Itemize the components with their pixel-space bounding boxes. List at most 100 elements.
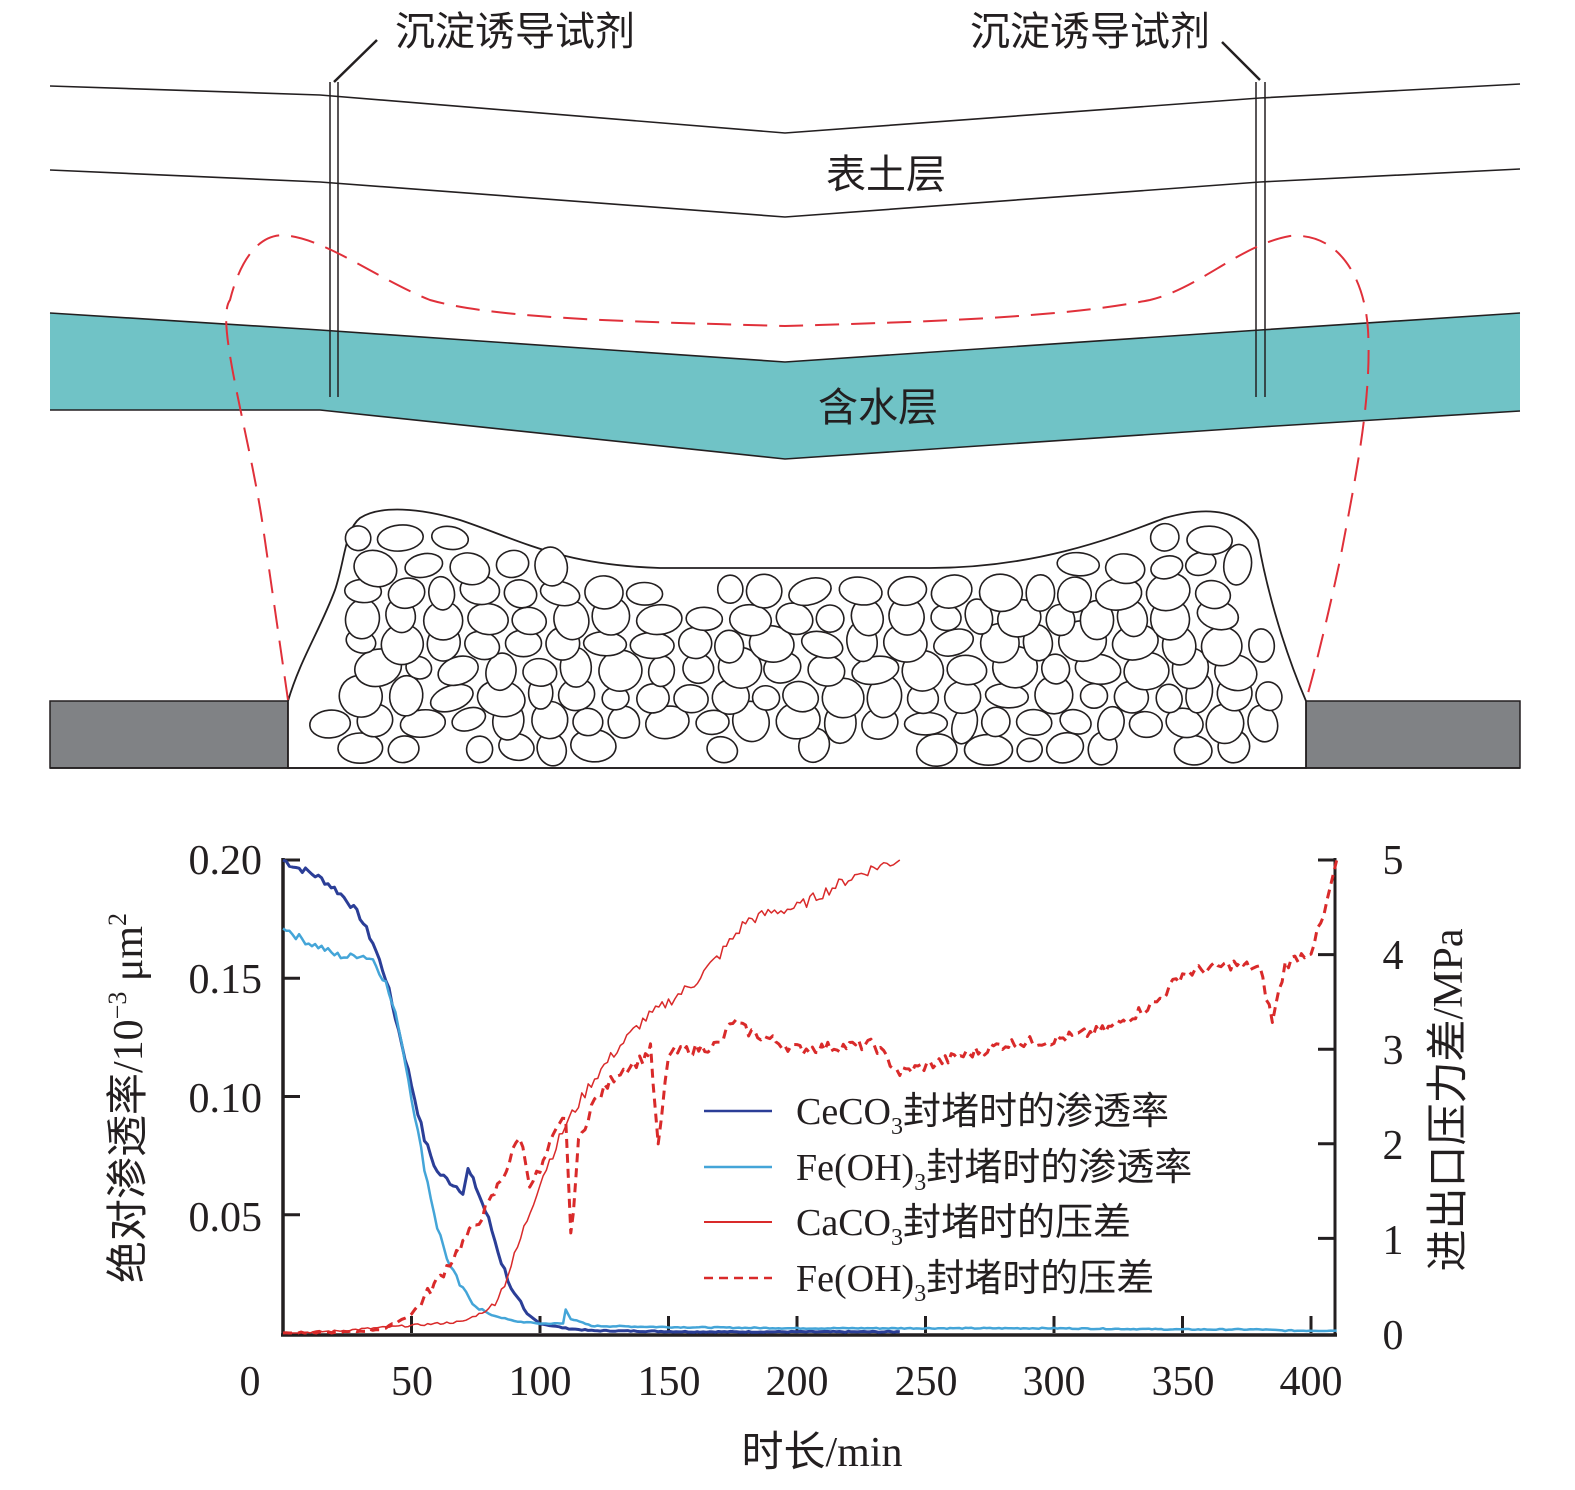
x-tick-label: 0 <box>240 1359 261 1405</box>
x-tick-label: 250 <box>895 1359 958 1405</box>
pebbles <box>309 522 1283 768</box>
pebble <box>1155 683 1183 714</box>
pebble <box>751 684 781 711</box>
pebble <box>584 575 624 610</box>
pebble <box>635 603 683 636</box>
pebble <box>788 577 832 607</box>
pebble <box>1248 628 1276 663</box>
pebble <box>1104 553 1146 585</box>
pebble <box>1056 576 1093 614</box>
topsoil-top-boundary <box>49 83 1521 134</box>
pebble <box>903 711 949 736</box>
pebble <box>522 657 558 687</box>
legend: CeCO3封堵时的渗透率 Fe(OH)3封堵时的渗透率 CaCO3封堵时的压差 … <box>704 1091 1192 1307</box>
y-left-title-exp: −3 <box>103 992 132 1020</box>
series-line-4 <box>282 859 1339 1335</box>
reagent-leader-right <box>1221 41 1261 81</box>
x-tick-label: 350 <box>1152 1359 1215 1405</box>
reagent-label-right: 沉淀诱导试剂 <box>970 9 1210 55</box>
y-right-tick-label: 4 <box>1383 933 1404 979</box>
pebble <box>1045 731 1085 764</box>
reagent-leader-left <box>333 39 378 83</box>
y-left-axis-title: 绝对渗透率/10−3 μm2 <box>103 913 152 1283</box>
pebble <box>467 602 509 636</box>
series-layer <box>282 858 1339 1335</box>
y-right-tick-label: 1 <box>1383 1218 1404 1264</box>
pebble <box>503 579 538 609</box>
pebble <box>485 652 517 692</box>
x-tick-label: 50 <box>391 1359 433 1405</box>
pebble <box>685 606 724 632</box>
pebble <box>713 629 745 664</box>
y-right-tick-label: 0 <box>1383 1313 1404 1359</box>
series-line-2 <box>282 927 1337 1333</box>
pebble <box>821 677 865 719</box>
geology-diagram: 表土层 含水层 沉淀诱导试剂 沉淀诱导试剂 <box>49 9 1521 769</box>
y-right-tick-label: 3 <box>1383 1028 1404 1074</box>
pebble <box>1149 522 1180 552</box>
pebble <box>430 525 470 551</box>
pebble <box>465 735 494 764</box>
x-tick-label: 300 <box>1023 1359 1086 1405</box>
pebble <box>511 606 548 636</box>
injection-well-right <box>1221 41 1266 397</box>
y-left-tick-labels: 0.20 0.15 0.10 0.05 <box>189 838 263 1241</box>
x-tick-label: 100 <box>509 1359 572 1405</box>
pebble <box>625 581 664 606</box>
pebble <box>309 709 352 739</box>
x-tick-labels: 0 50 100 150 200 250 300 350 400 <box>240 1359 1343 1405</box>
pebble <box>387 577 426 610</box>
legend-label: Fe(OH)3封堵时的压差 <box>796 1258 1154 1307</box>
pebble <box>1015 708 1053 737</box>
pebble <box>1059 708 1092 735</box>
x-tick-label: 150 <box>638 1359 701 1405</box>
x-axis-title: 时长/min <box>741 1430 902 1476</box>
pebble <box>337 732 384 765</box>
topsoil-bottom-boundary <box>49 168 1521 218</box>
pebble <box>404 552 444 579</box>
pebble <box>1184 551 1217 577</box>
pebble <box>963 733 1014 767</box>
y-left-title-unit-exp: 2 <box>103 913 132 926</box>
pebble <box>745 573 783 609</box>
pebble <box>728 603 773 637</box>
legend-label: CeCO3封堵时的渗透率 <box>796 1091 1169 1140</box>
pebble <box>706 735 739 764</box>
reagent-label-left: 沉淀诱导试剂 <box>395 9 635 55</box>
aquifer-label: 含水层 <box>818 385 938 431</box>
pebble <box>344 525 372 552</box>
aquifer-bottom-boundary <box>50 409 1521 460</box>
pebble <box>388 674 424 717</box>
x-tick-label: 400 <box>1280 1359 1343 1405</box>
pebble <box>800 630 844 659</box>
pebble <box>815 604 845 633</box>
pebble <box>1128 710 1164 739</box>
pebble <box>1079 682 1109 710</box>
pebble <box>1097 705 1125 741</box>
pebble <box>451 706 487 732</box>
y-left-title-main: 绝对渗透率/10 <box>105 1019 152 1283</box>
pebble <box>376 524 424 552</box>
pebble <box>572 707 604 737</box>
pebble <box>1165 707 1204 739</box>
plume-boundary-dashed <box>225 234 1370 701</box>
pebble <box>946 654 988 686</box>
pebble <box>387 735 420 764</box>
y-right-tick-labels: 5 4 3 2 1 0 <box>1383 838 1404 1359</box>
y-left-tick-label: 0.05 <box>189 1195 263 1241</box>
pebble <box>695 709 730 736</box>
pebble <box>782 680 820 713</box>
pebble <box>534 546 569 587</box>
pebble <box>930 574 973 609</box>
pebble <box>629 631 675 660</box>
bedrock-right <box>1305 700 1521 769</box>
pebble <box>716 574 744 605</box>
legend-label: CaCO3封堵时的压差 <box>796 1202 1131 1251</box>
pebble <box>1056 551 1101 577</box>
pebble <box>887 575 928 607</box>
pebble <box>449 552 491 586</box>
series-line-1 <box>282 858 900 1334</box>
injection-well-left <box>329 39 378 397</box>
y-left-tick-label: 0.20 <box>189 838 263 884</box>
